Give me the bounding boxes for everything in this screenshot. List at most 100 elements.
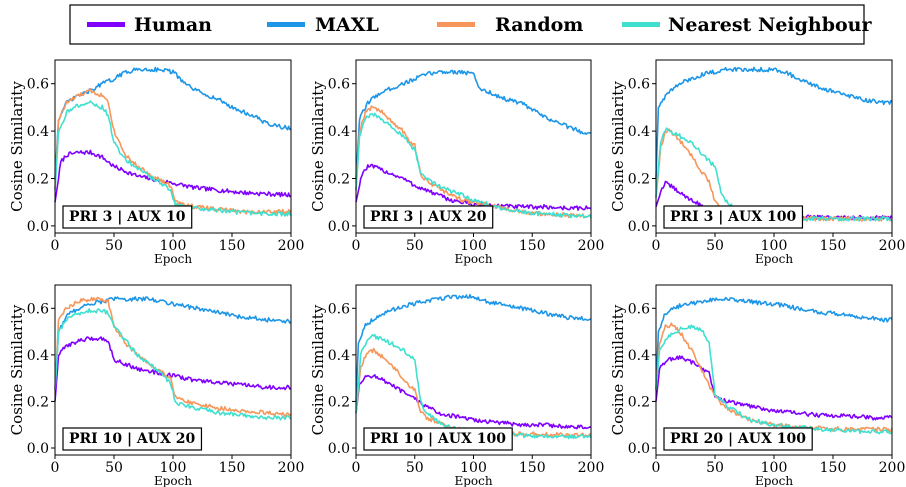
y-tick-label: 0.4 xyxy=(628,348,650,364)
x-tick-label: 0 xyxy=(652,238,661,254)
y-tick-label: 0.6 xyxy=(328,77,350,93)
y-axis-label: Cosine Similarity xyxy=(309,304,327,435)
legend-label-nearest-neighbour: Nearest Neighbour xyxy=(668,14,872,36)
panel-label-box xyxy=(363,427,513,451)
x-axis-label: Epoch xyxy=(454,474,492,487)
x-tick-label: 150 xyxy=(219,460,246,476)
y-tick-label: 0.6 xyxy=(628,301,650,317)
series-line-nearest-neighbour xyxy=(355,333,592,440)
y-axis-label: Cosine Similarity xyxy=(609,304,627,435)
series-line-random xyxy=(655,322,893,433)
panel-label: PRI 3 | AUX 10 xyxy=(69,209,186,225)
x-axis-label: Epoch xyxy=(154,252,192,266)
panel-label-box xyxy=(663,427,813,451)
series-line-random xyxy=(54,296,292,418)
x-tick-label: 50 xyxy=(406,460,424,476)
y-tick-label: 0.2 xyxy=(328,171,350,187)
series-line-nearest-neighbour xyxy=(655,324,893,435)
y-axis-label: Cosine Similarity xyxy=(8,304,26,435)
x-axis-label: Epoch xyxy=(454,252,492,266)
legend-label-random: Random xyxy=(495,14,583,36)
x-tick-label: 150 xyxy=(519,238,546,254)
x-tick-label: 150 xyxy=(820,238,847,254)
y-tick-label: 0.2 xyxy=(628,394,650,410)
series-line-maxl xyxy=(655,66,893,179)
y-tick-label: 0.2 xyxy=(328,394,350,410)
x-axis-label: Epoch xyxy=(154,474,192,487)
panel-label: PRI 10 | AUX 100 xyxy=(370,431,506,447)
subplot-2: 0.0 0.2 0.4 0.6 0 50 100 150 200 Epoch Cosine Simi… xyxy=(309,59,605,266)
legend-label-human: Human xyxy=(134,14,212,36)
x-tick-label: 100 xyxy=(160,460,187,476)
x-axis-label: Epoch xyxy=(755,474,793,487)
series-line-human xyxy=(54,149,292,203)
x-tick-label: 150 xyxy=(519,460,546,476)
x-tick-label: 0 xyxy=(51,238,60,254)
series-line-human xyxy=(355,373,592,430)
panel-label: PRI 10 | AUX 20 xyxy=(69,431,195,447)
panel-label-box xyxy=(62,427,203,451)
y-axis-label: Cosine Similarity xyxy=(309,81,327,212)
x-tick-label: 100 xyxy=(460,238,487,254)
y-tick-label: 0.6 xyxy=(27,77,49,93)
y-tick-label: 0.2 xyxy=(27,394,49,410)
series-line-maxl xyxy=(54,296,292,390)
x-tick-label: 50 xyxy=(406,238,424,254)
x-tick-label: 0 xyxy=(51,460,60,476)
panel-label: PRI 3 | AUX 100 xyxy=(670,209,796,225)
y-tick-label: 0.0 xyxy=(27,219,49,235)
y-tick-label: 0.6 xyxy=(27,301,49,317)
y-tick-label: 0.6 xyxy=(328,301,350,317)
y-tick-label: 0.4 xyxy=(628,124,650,140)
x-tick-label: 50 xyxy=(706,238,724,254)
y-tick-label: 0.2 xyxy=(628,171,650,187)
y-tick-label: 0.4 xyxy=(27,348,49,364)
x-tick-label: 100 xyxy=(761,238,788,254)
y-tick-label: 0.0 xyxy=(328,441,350,457)
x-tick-label: 0 xyxy=(352,460,361,476)
y-tick-label: 0.6 xyxy=(628,77,650,93)
y-tick-label: 0.4 xyxy=(27,124,49,140)
series-line-nearest-neighbour xyxy=(355,112,592,219)
panel-label-box xyxy=(663,205,804,229)
legend-label-maxl: MAXL xyxy=(315,14,379,36)
y-axis-label: Cosine Similarity xyxy=(8,81,26,212)
subplot-6: 0.0 0.2 0.4 0.6 0 50 100 150 200 Epoch Cosine Simi… xyxy=(609,284,906,487)
series-line-random xyxy=(355,347,592,438)
subplot-4: 0.0 0.2 0.4 0.6 0 50 100 150 200 Epoch Cosine Simi… xyxy=(8,284,305,487)
x-tick-label: 0 xyxy=(352,238,361,254)
subplot-grid: 0.0 0.2 0.4 0.6 0 50 100 150 200 Epoch Cosine Simi… xyxy=(8,59,906,487)
panel-label: PRI 3 | AUX 20 xyxy=(370,209,487,225)
x-tick-label: 50 xyxy=(105,238,123,254)
x-tick-label: 200 xyxy=(578,460,605,476)
series-line-maxl xyxy=(54,66,292,179)
x-tick-label: 100 xyxy=(761,460,788,476)
subplot-5: 0.0 0.2 0.4 0.6 0 50 100 150 200 Epoch Cosine Simi… xyxy=(309,284,605,487)
panel-label: PRI 20 | AUX 100 xyxy=(670,431,806,447)
y-tick-label: 0.4 xyxy=(328,124,350,140)
x-tick-label: 50 xyxy=(105,460,123,476)
y-tick-label: 0.2 xyxy=(27,171,49,187)
series-line-human xyxy=(655,355,893,421)
x-tick-label: 150 xyxy=(219,238,246,254)
x-tick-label: 0 xyxy=(652,460,661,476)
series-line-maxl xyxy=(655,296,893,390)
x-tick-label: 50 xyxy=(706,460,724,476)
x-tick-label: 100 xyxy=(160,238,187,254)
panel-label-box xyxy=(363,205,494,229)
subplot-3: 0.0 0.2 0.4 0.6 0 50 100 150 200 Epoch Cosine Simi… xyxy=(609,59,905,266)
subplot-1: 0.0 0.2 0.4 0.6 0 50 100 150 200 Epoch Cosine Simi… xyxy=(8,59,304,266)
panel-label-box xyxy=(62,205,193,229)
x-tick-label: 200 xyxy=(278,460,305,476)
series-line-maxl xyxy=(355,69,592,179)
y-tick-label: 0.0 xyxy=(27,441,49,457)
series-line-nearest-neighbour xyxy=(54,308,292,421)
y-tick-label: 0.0 xyxy=(628,441,650,457)
series-line-nearest-neighbour xyxy=(54,100,292,217)
x-tick-label: 100 xyxy=(460,460,487,476)
x-tick-label: 200 xyxy=(879,460,906,476)
x-tick-label: 200 xyxy=(578,238,605,254)
y-axis-label: Cosine Similarity xyxy=(609,81,627,212)
series-line-maxl xyxy=(355,293,592,402)
